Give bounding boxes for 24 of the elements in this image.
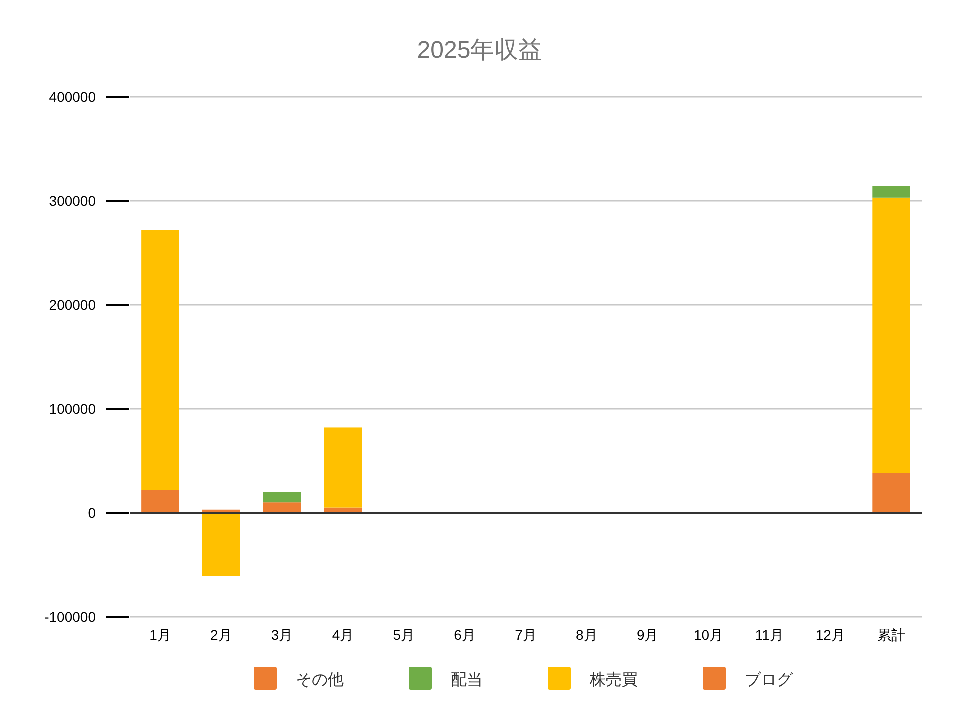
x-tick-label: 6月 (454, 627, 476, 643)
x-tick-label: 2月 (210, 627, 232, 643)
legend-label: 配当 (451, 671, 483, 689)
x-tick-label: 12月 (816, 627, 846, 643)
chart-title: 2025年収益 (417, 37, 543, 64)
y-tick-label: 200000 (49, 297, 96, 313)
x-tick-label: 10月 (694, 627, 724, 643)
x-tick-label: 8月 (576, 627, 598, 643)
y-tick-label: -100000 (44, 609, 96, 625)
x-tick-label: 4月 (332, 627, 354, 643)
x-tick-label: 9月 (636, 627, 659, 643)
x-tick-label: 7月 (515, 627, 537, 643)
x-tick-label: 累計 (878, 627, 906, 643)
y-tick-label: 400000 (49, 89, 96, 105)
x-tick-label: 5月 (393, 627, 416, 643)
legend-label: 株売買 (589, 671, 638, 689)
y-tick-label: 100000 (49, 401, 96, 417)
x-tick-label: 11月 (755, 627, 784, 643)
legend-label: その他 (296, 672, 344, 689)
y-tick-label: 0 (88, 505, 96, 521)
legend-label: ブログ (745, 671, 794, 689)
y-tick-label: 300000 (49, 193, 96, 209)
x-tick-label: 3月 (271, 627, 294, 643)
x-tick-label: 1月 (150, 627, 172, 643)
